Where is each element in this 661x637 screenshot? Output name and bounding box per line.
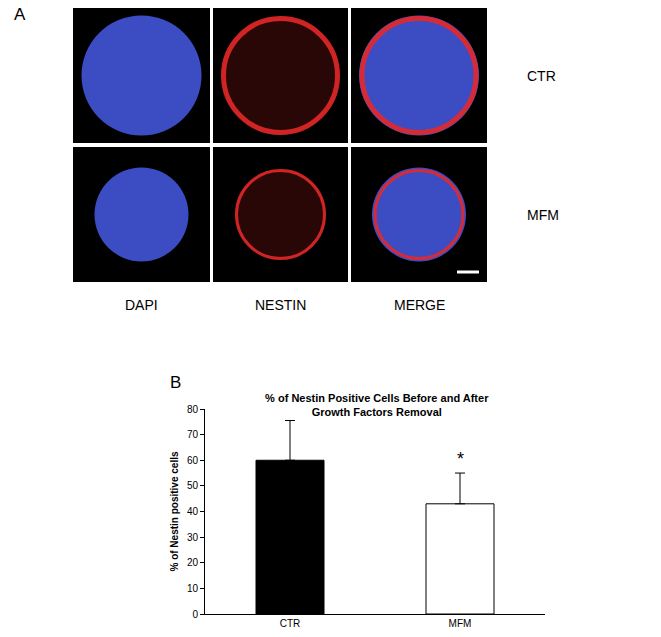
svg-text:70: 70 <box>187 429 199 440</box>
svg-text:20: 20 <box>187 557 199 568</box>
svg-text:B: B <box>170 373 181 392</box>
svg-text:40: 40 <box>187 506 199 517</box>
svg-text:NESTIN: NESTIN <box>255 297 306 313</box>
svg-text:50: 50 <box>187 480 199 491</box>
svg-text:MFM: MFM <box>527 207 559 223</box>
svg-text:10: 10 <box>187 583 199 594</box>
svg-text:MERGE: MERGE <box>394 297 445 313</box>
svg-text:CTR: CTR <box>527 68 556 84</box>
svg-text:80: 80 <box>187 404 199 415</box>
svg-text:% of Nestin Positive Cells Bef: % of Nestin Positive Cells Before and Af… <box>265 392 489 418</box>
svg-text:*: * <box>457 449 464 469</box>
svg-text:60: 60 <box>187 455 199 466</box>
svg-text:0: 0 <box>192 609 198 620</box>
svg-text:MFM: MFM <box>449 618 472 629</box>
svg-text:30: 30 <box>187 532 199 543</box>
svg-text:A: A <box>14 5 26 24</box>
svg-text:% of Nestin positive cells: % of Nestin positive cells <box>169 451 180 571</box>
svg-text:DAPI: DAPI <box>125 297 158 313</box>
svg-text:CTR: CTR <box>280 618 301 629</box>
